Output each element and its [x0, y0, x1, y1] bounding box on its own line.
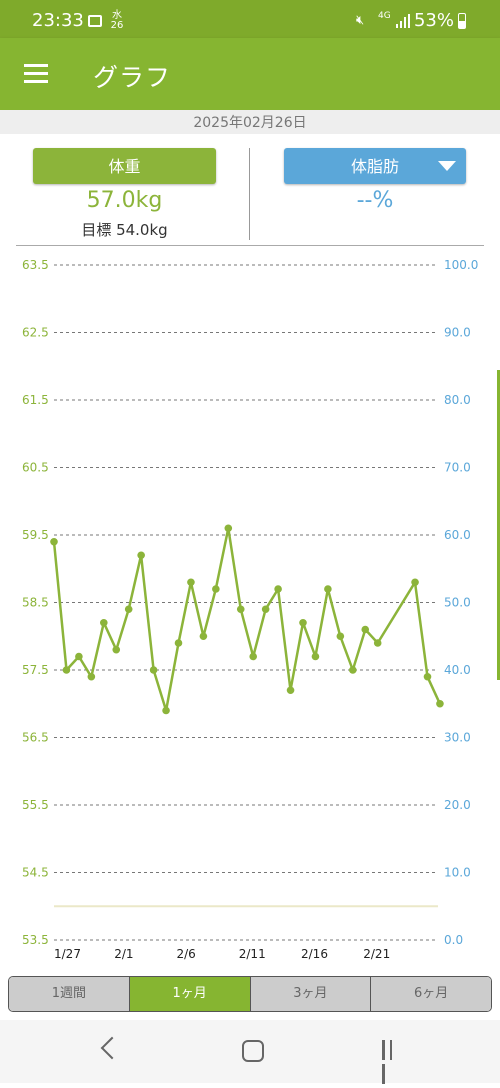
status-bar: 23:33 水 26 🔇︎ 4G 53% — [0, 0, 500, 38]
data-point — [336, 632, 345, 641]
back-icon[interactable] — [100, 1036, 124, 1060]
date-label: 2025年02月26日 — [0, 110, 500, 134]
data-point — [50, 537, 58, 546]
left-tick-label: 57.5 — [22, 663, 49, 677]
data-point — [112, 645, 121, 654]
range-tab[interactable]: 6ヶ月 — [371, 977, 491, 1011]
right-tick-label: 90.0 — [444, 326, 471, 340]
x-tick-label: 2/21 — [363, 947, 390, 961]
menu-icon[interactable] — [24, 64, 48, 84]
left-tick-label: 60.5 — [22, 461, 49, 475]
data-point — [286, 686, 295, 695]
data-point — [236, 605, 245, 614]
battery-percent: 53% — [413, 10, 454, 31]
right-tick-label: 60.0 — [444, 528, 471, 542]
right-tick-label: 30.0 — [444, 731, 471, 745]
body-fat-value: --% — [356, 188, 394, 213]
data-point — [87, 672, 96, 681]
left-tick-label: 62.5 — [22, 326, 49, 340]
data-point — [436, 699, 444, 708]
signal-icon — [396, 14, 410, 28]
right-tick-label: 70.0 — [444, 461, 471, 475]
battery-icon — [458, 13, 466, 29]
data-point — [212, 585, 220, 593]
range-tab[interactable]: 3ヶ月 — [250, 977, 372, 1011]
dropdown-arrow-icon — [438, 161, 456, 171]
data-point — [75, 652, 83, 661]
body-fat-dropdown[interactable]: 体脂肪 — [284, 148, 466, 184]
data-point — [137, 551, 145, 560]
x-tick-label: 1/27 — [54, 947, 81, 961]
network-icon: 4G — [378, 11, 391, 21]
data-point — [187, 578, 195, 587]
divider — [249, 148, 250, 240]
data-point — [361, 625, 370, 634]
x-tick-label: 2/11 — [239, 947, 266, 961]
right-tick-label: 40.0 — [444, 663, 471, 677]
data-point — [274, 585, 282, 593]
right-tick-label: 100.0 — [444, 258, 478, 272]
weight-series-line — [52, 526, 442, 712]
divider — [16, 245, 484, 246]
left-tick-label: 59.5 — [22, 528, 49, 542]
range-selector: 1週間 1ヶ月 3ヶ月 6ヶ月 — [8, 976, 492, 1012]
data-point — [174, 639, 183, 647]
body-fat-label: 体脂肪 — [350, 157, 399, 176]
left-tick-label: 53.5 — [22, 933, 49, 947]
range-tab[interactable]: 1ヶ月 — [129, 977, 251, 1011]
data-point — [224, 524, 233, 533]
weight-goal: 目標 54.0kg — [81, 221, 168, 239]
home-icon[interactable] — [242, 1040, 264, 1062]
data-point — [411, 578, 419, 587]
gallery-icon — [88, 15, 102, 27]
left-tick-label: 55.5 — [22, 798, 49, 812]
app-bar: グラフ — [0, 38, 500, 110]
weight-button[interactable]: 体重 — [33, 148, 216, 184]
left-tick-label: 56.5 — [22, 731, 49, 745]
data-point — [199, 632, 208, 641]
data-point — [423, 672, 432, 681]
left-tick-label: 58.5 — [22, 596, 49, 610]
left-tick-label: 54.5 — [22, 866, 49, 880]
data-point — [311, 652, 320, 661]
x-tick-label: 2/1 — [114, 947, 133, 961]
data-point — [249, 652, 257, 661]
data-point — [261, 605, 270, 614]
data-point — [324, 585, 332, 593]
weight-chart: 53.5 0.0 54.5 10.0 55.5 20.0 56.5 30.0 57.5 40.0 5… — [22, 258, 478, 961]
x-tick-label: 2/16 — [301, 947, 328, 961]
left-tick-label: 61.5 — [22, 393, 49, 407]
mute-icon: 🔇︎ — [356, 13, 365, 28]
range-tab[interactable]: 1週間 — [9, 977, 130, 1011]
data-point — [124, 605, 133, 614]
data-point — [373, 639, 382, 647]
right-tick-label: 50.0 — [444, 596, 471, 610]
scroll-indicator — [497, 370, 500, 680]
clock: 23:33 — [32, 10, 84, 31]
data-point — [62, 666, 71, 674]
recent-apps-icon[interactable] — [382, 1040, 402, 1084]
calendar-date: 水 26 — [110, 10, 124, 31]
navigation-bar — [0, 1020, 500, 1084]
right-tick-label: 80.0 — [444, 393, 471, 407]
data-point — [299, 618, 307, 627]
x-tick-label: 2/6 — [177, 947, 196, 961]
right-tick-label: 20.0 — [444, 798, 471, 812]
page-title: グラフ — [93, 63, 172, 92]
right-tick-label: 10.0 — [444, 866, 471, 880]
data-point — [349, 666, 357, 674]
left-tick-label: 63.5 — [22, 258, 49, 272]
data-point — [162, 706, 170, 715]
data-point — [149, 666, 158, 674]
weight-value: 57.0kg — [86, 188, 163, 213]
data-point — [100, 618, 108, 627]
right-tick-label: 0.0 — [444, 933, 463, 947]
